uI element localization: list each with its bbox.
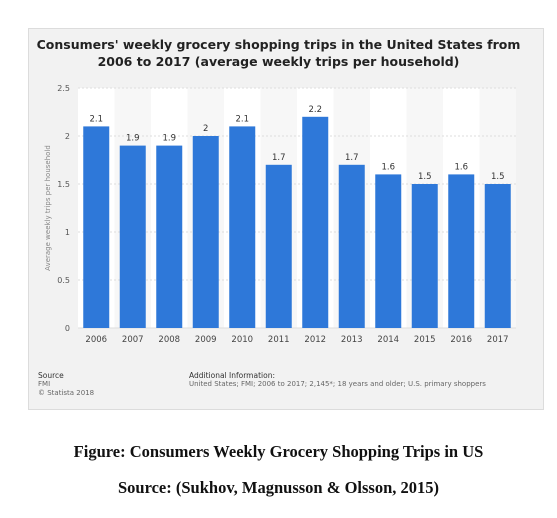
bar <box>119 145 146 328</box>
bar <box>83 126 110 329</box>
bar <box>484 184 511 328</box>
bar-value-label: 1.6 <box>381 162 395 172</box>
x-tick-label: 2012 <box>304 335 326 345</box>
bar-value-label: 1.7 <box>272 153 286 163</box>
y-tick-label: 1.5 <box>57 180 70 189</box>
x-tick-label: 2009 <box>195 335 217 345</box>
bar-value-label: 1.6 <box>454 162 468 172</box>
additional-info-block: Additional Information: United States; F… <box>189 371 486 389</box>
x-tick-label: 2006 <box>85 335 107 345</box>
y-tick-label: 2 <box>65 132 70 141</box>
additional-info-text: United States; FMI; 2006 to 2017; 2,145*… <box>189 380 486 388</box>
source-line-2: © Statista 2018 <box>38 389 95 397</box>
x-tick-label: 2008 <box>158 335 180 345</box>
x-tick-label: 2016 <box>450 335 472 345</box>
x-tick-label: 2014 <box>377 335 399 345</box>
additional-info-heading: Additional Information: <box>189 371 275 380</box>
y-tick-label: 0 <box>65 324 70 333</box>
bar-value-label: 1.9 <box>162 134 176 144</box>
x-tick-label: 2011 <box>268 335 290 345</box>
y-tick-label: 1 <box>65 228 70 237</box>
y-tick-label: 2.5 <box>57 84 70 93</box>
bar <box>265 164 292 328</box>
y-axis-label: Average weekly trips per household <box>44 145 52 271</box>
bar-value-label: 2.1 <box>235 114 249 124</box>
bar <box>229 126 256 329</box>
x-tick-label: 2017 <box>487 335 509 345</box>
bar <box>302 116 329 328</box>
bar-value-label: 1.7 <box>345 153 359 163</box>
source-heading: Source <box>38 371 64 380</box>
x-tick-label: 2007 <box>122 335 144 345</box>
y-tick-label: 0.5 <box>57 276 70 285</box>
bar-value-label: 2 <box>203 124 208 134</box>
bar-value-label: 1.9 <box>126 134 140 144</box>
source-line-1: FMI <box>38 380 51 388</box>
chart-title-line-1: Consumers' weekly grocery shopping trips… <box>36 37 521 52</box>
x-tick-label: 2015 <box>414 335 436 345</box>
source-caption: Source: (Sukhov, Magnusson & Olsson, 201… <box>117 478 440 497</box>
x-tick-label: 2013 <box>341 335 363 345</box>
bar <box>448 174 475 328</box>
bar-value-label: 1.5 <box>418 172 432 182</box>
bar <box>338 164 365 328</box>
source-block: Source FMI © Statista 2018 <box>38 371 94 398</box>
bar <box>192 136 219 328</box>
bar <box>156 145 183 328</box>
bar <box>375 174 402 328</box>
bar-value-label: 2.1 <box>89 114 103 124</box>
figure-caption: Figure: Consumers Weekly Grocery Shoppin… <box>73 442 484 461</box>
x-tick-label: 2010 <box>231 335 253 345</box>
bar-value-label: 1.5 <box>491 172 505 182</box>
bar-value-label: 2.2 <box>308 105 322 115</box>
bar <box>411 184 438 328</box>
chart-title: Consumers' weekly grocery shopping trips… <box>0 36 557 70</box>
chart-title-line-2: 2006 to 2017 (average weekly trips per h… <box>97 54 460 69</box>
